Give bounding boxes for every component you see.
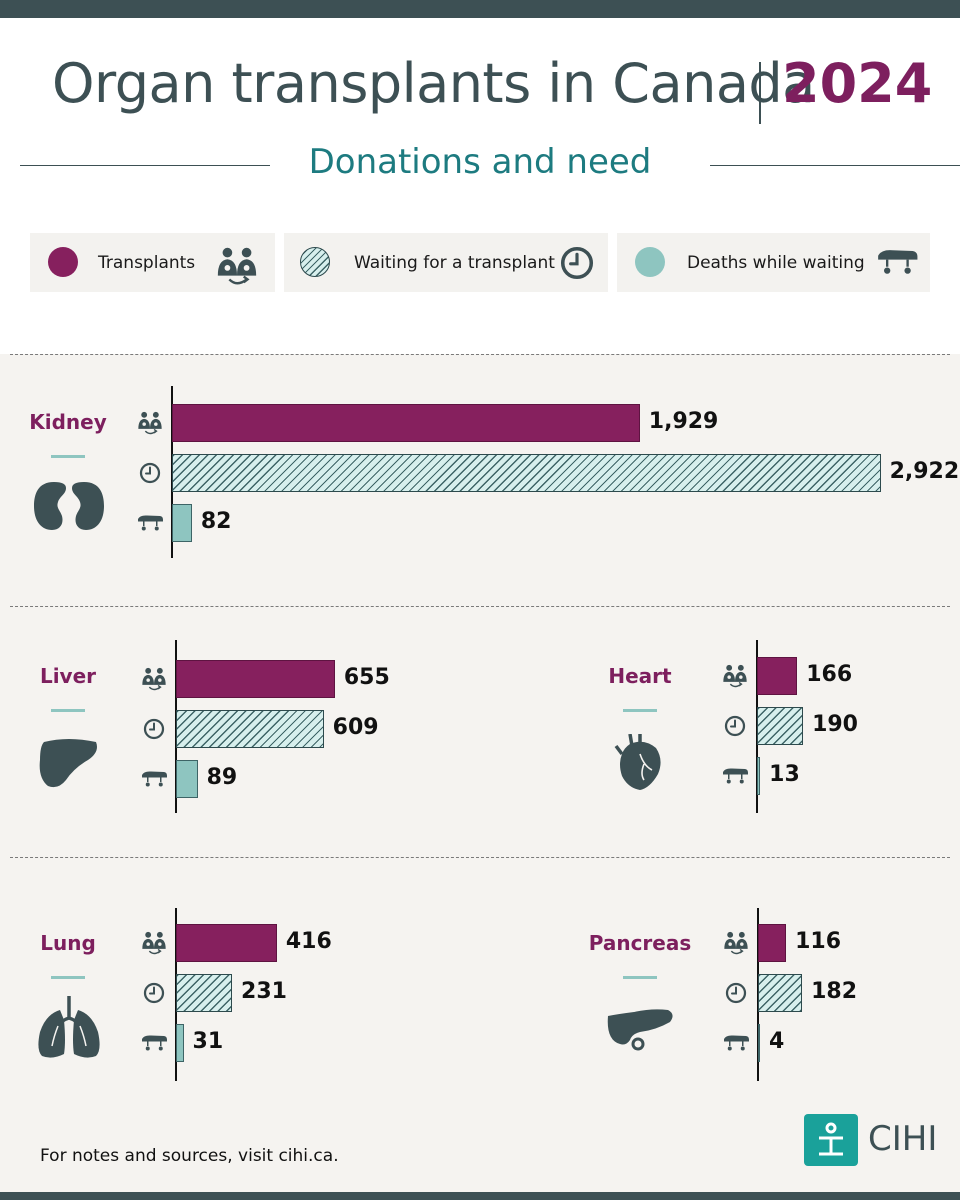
divider-top [10, 354, 950, 355]
organ-rule-pancreas [623, 976, 657, 979]
gurney-icon [136, 512, 164, 534]
people-exchange-icon [214, 243, 260, 289]
clock-icon [724, 981, 748, 1005]
gurney-icon [140, 1032, 168, 1054]
organ-label-liver: Liver [39, 664, 97, 688]
legend-deaths-label: Deaths while waiting [687, 253, 865, 273]
value-label-pancreas-waiting: 182 [811, 979, 858, 1004]
clock-icon [142, 717, 166, 741]
clock-icon [723, 714, 747, 738]
people-exchange-icon [140, 929, 168, 957]
value-label-heart-waiting: 190 [812, 712, 858, 737]
clock-icon [138, 461, 162, 485]
value-label-pancreas-deaths: 4 [769, 1029, 785, 1054]
subtitle: Donations and need [308, 142, 652, 182]
bar-heart-transplant [757, 657, 798, 695]
legend-transplants-label: Transplants [98, 253, 196, 273]
bar-pancreas-deaths [758, 1024, 760, 1062]
value-label-heart-deaths: 13 [769, 762, 800, 787]
organ-rule-lung [51, 976, 85, 979]
cihi-logo-mark[interactable] [804, 1114, 858, 1166]
heart-icon [614, 734, 661, 790]
legend-waiting: Waiting for a transplant [284, 233, 608, 292]
legend-transplants: Transplants [30, 233, 275, 292]
cihi-logo-text[interactable]: CIHI [868, 1119, 938, 1159]
people-exchange-icon [721, 662, 749, 690]
page-title: Organ transplants in Canada [52, 52, 815, 115]
waiting-swatch [300, 247, 330, 277]
clock-icon [558, 244, 596, 282]
deaths-swatch [635, 247, 665, 277]
top-bar [0, 0, 960, 18]
lung-icon [38, 996, 100, 1058]
clock-icon [142, 981, 166, 1005]
organ-rule-heart [623, 709, 657, 712]
organ-label-pancreas: Pancreas [588, 931, 692, 955]
value-label-pancreas-transplant: 116 [795, 929, 842, 954]
cihi-logo-icon [819, 1122, 843, 1156]
bar-liver-waiting [176, 710, 324, 748]
organ-rule-kidney [51, 455, 85, 458]
bar-heart-deaths [757, 757, 761, 795]
bottom-bar [0, 1192, 960, 1200]
value-label-liver-transplant: 655 [343, 665, 390, 690]
people-exchange-icon [136, 409, 164, 437]
value-label-heart-transplant: 166 [806, 662, 853, 687]
organ-label-heart: Heart [608, 664, 672, 688]
value-label-lung-deaths: 31 [192, 1029, 224, 1054]
organ-label-lung: Lung [40, 931, 96, 955]
organ-rule-liver [51, 709, 85, 712]
bar-liver-deaths [176, 760, 198, 798]
bar-kidney-transplant [172, 404, 640, 442]
bar-lung-deaths [176, 1024, 184, 1062]
bar-lung-transplant [176, 924, 277, 962]
value-label-lung-transplant: 416 [285, 929, 332, 954]
pancreas-icon [607, 1009, 673, 1051]
gurney-icon [875, 245, 919, 279]
transplants-swatch [48, 247, 78, 277]
organ-label-kidney: Kidney [29, 410, 107, 434]
title-block: Organ transplants in Canada 2024 [0, 52, 960, 132]
value-label-kidney-deaths: 82 [200, 509, 232, 534]
bar-heart-waiting [757, 707, 804, 745]
people-exchange-icon [140, 665, 168, 693]
bar-pancreas-waiting [758, 974, 803, 1012]
kidney-icon [34, 482, 104, 530]
divider-lower [10, 857, 950, 858]
liver-icon [39, 739, 97, 788]
bar-pancreas-transplant [758, 924, 787, 962]
divider-middle [10, 606, 950, 607]
subtitle-rule-right [710, 165, 960, 166]
value-label-liver-deaths: 89 [206, 765, 238, 790]
value-label-liver-waiting: 609 [332, 715, 379, 740]
bar-kidney-waiting [172, 454, 881, 492]
title-year: 2024 [782, 52, 933, 115]
title-divider [759, 62, 761, 124]
gurney-icon [140, 768, 168, 790]
subtitle-rule-left [20, 165, 270, 166]
bar-lung-waiting [176, 974, 233, 1012]
gurney-icon [721, 765, 749, 787]
value-label-kidney-transplant: 1,929 [648, 409, 719, 434]
value-label-kidney-waiting: 2,922 [889, 459, 960, 484]
footer-note: For notes and sources, visit cihi.ca. [40, 1146, 339, 1166]
bar-kidney-deaths [172, 504, 192, 542]
value-label-lung-waiting: 231 [241, 979, 287, 1004]
gurney-icon [722, 1032, 750, 1054]
people-exchange-icon [722, 929, 750, 957]
legend-deaths: Deaths while waiting [617, 233, 930, 292]
bar-liver-transplant [176, 660, 335, 698]
legend-waiting-label: Waiting for a transplant [354, 253, 555, 273]
